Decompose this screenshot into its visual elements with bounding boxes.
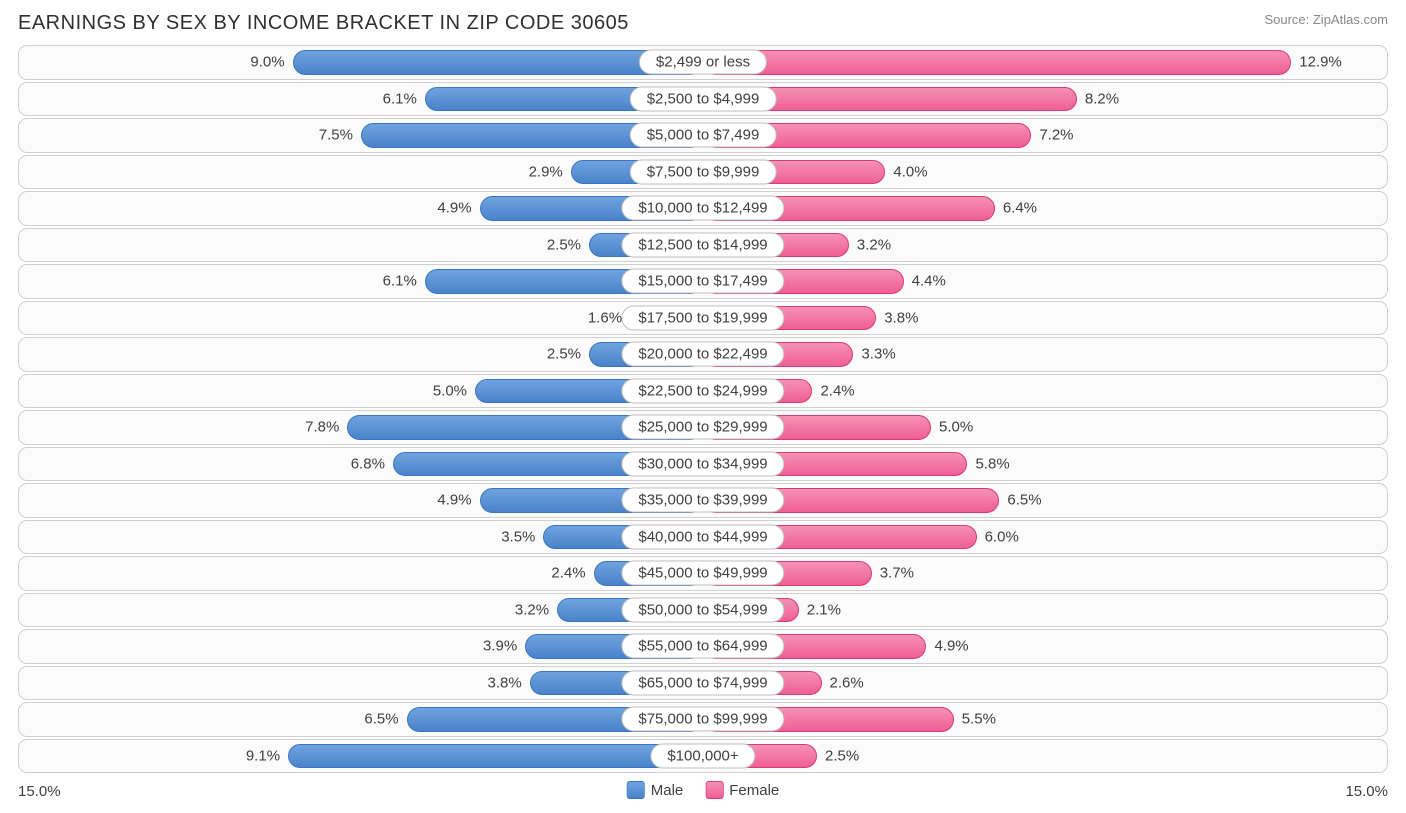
chart-source: Source: ZipAtlas.com [1264,12,1388,27]
female-value: 3.7% [880,565,914,582]
female-value: 4.9% [934,638,968,655]
category-label: $2,500 to $4,999 [630,86,777,111]
female-value: 6.0% [985,528,1019,545]
legend-item-female: Female [705,781,779,799]
female-value: 2.5% [825,747,859,764]
category-label: $2,499 or less [639,50,767,75]
legend-label-female: Female [729,782,779,799]
female-value: 2.1% [807,601,841,618]
category-label: $50,000 to $54,999 [621,597,784,622]
female-value: 3.2% [857,236,891,253]
male-value: 3.2% [515,601,549,618]
category-label: $55,000 to $64,999 [621,634,784,659]
male-value: 3.5% [501,528,535,545]
chart-row: 5.0% 2.4% $22,500 to $24,999 [18,374,1388,409]
chart-row: 6.1% 4.4% $15,000 to $17,499 [18,264,1388,299]
legend: Male Female [627,781,780,799]
male-value: 2.5% [547,236,581,253]
chart-row: 3.8% 2.6% $65,000 to $74,999 [18,666,1388,701]
chart-row: 1.6% 3.8% $17,500 to $19,999 [18,301,1388,336]
chart-row: 2.9% 4.0% $7,500 to $9,999 [18,155,1388,190]
category-label: $35,000 to $39,999 [621,488,784,513]
male-value: 9.1% [246,747,280,764]
chart-row: 4.9% 6.4% $10,000 to $12,499 [18,191,1388,226]
chart-row: 9.1% 2.5% $100,000+ [18,739,1388,774]
female-value: 12.9% [1299,54,1342,71]
chart-row: 9.0% 12.9% $2,499 or less [18,45,1388,80]
chart-title: EARNINGS BY SEX BY INCOME BRACKET IN ZIP… [18,12,629,35]
axis-label-left: 15.0% [18,783,61,800]
female-value: 7.2% [1039,127,1073,144]
male-value: 6.5% [364,711,398,728]
chart-header: EARNINGS BY SEX BY INCOME BRACKET IN ZIP… [18,12,1388,35]
female-value: 6.4% [1003,200,1037,217]
chart-row: 2.4% 3.7% $45,000 to $49,999 [18,556,1388,591]
female-value: 5.0% [939,419,973,436]
male-value: 7.8% [305,419,339,436]
category-label: $45,000 to $49,999 [621,561,784,586]
male-value: 6.1% [383,90,417,107]
legend-item-male: Male [627,781,684,799]
female-value: 3.3% [861,346,895,363]
male-bar [288,744,703,769]
female-value: 5.5% [962,711,996,728]
category-label: $75,000 to $99,999 [621,707,784,732]
male-value: 4.9% [437,200,471,217]
female-value: 5.8% [975,455,1009,472]
female-value: 8.2% [1085,90,1119,107]
category-label: $17,500 to $19,999 [621,305,784,330]
chart-footer: 15.0% Male Female 15.0% [18,777,1388,811]
female-value: 2.4% [820,382,854,399]
male-value: 6.1% [383,273,417,290]
chart-row: 6.5% 5.5% $75,000 to $99,999 [18,702,1388,737]
category-label: $5,000 to $7,499 [630,123,777,148]
legend-swatch-female [705,781,723,799]
female-bar [703,50,1291,75]
chart-row: 6.8% 5.8% $30,000 to $34,999 [18,447,1388,482]
female-value: 4.4% [912,273,946,290]
male-value: 7.5% [319,127,353,144]
female-value: 3.8% [884,309,918,326]
chart-row: 3.9% 4.9% $55,000 to $64,999 [18,629,1388,664]
category-label: $10,000 to $12,499 [621,196,784,221]
female-value: 4.0% [893,163,927,180]
category-label: $40,000 to $44,999 [621,524,784,549]
category-label: $15,000 to $17,499 [621,269,784,294]
chart-row: 2.5% 3.3% $20,000 to $22,499 [18,337,1388,372]
category-label: $65,000 to $74,999 [621,670,784,695]
category-label: $100,000+ [650,743,755,768]
category-label: $20,000 to $22,499 [621,342,784,367]
diverging-bar-chart: 9.0% 12.9% $2,499 or less 6.1% 8.2% $2,500 to… [18,45,1388,773]
category-label: $7,500 to $9,999 [630,159,777,184]
chart-row: 6.1% 8.2% $2,500 to $4,999 [18,82,1388,117]
category-label: $30,000 to $34,999 [621,451,784,476]
chart-row: 4.9% 6.5% $35,000 to $39,999 [18,483,1388,518]
chart-row: 7.8% 5.0% $25,000 to $29,999 [18,410,1388,445]
chart-row: 2.5% 3.2% $12,500 to $14,999 [18,228,1388,263]
chart-row: 3.5% 6.0% $40,000 to $44,999 [18,520,1388,555]
chart-row: 3.2% 2.1% $50,000 to $54,999 [18,593,1388,628]
female-value: 2.6% [830,674,864,691]
chart-row: 7.5% 7.2% $5,000 to $7,499 [18,118,1388,153]
male-value: 2.4% [551,565,585,582]
male-value: 9.0% [250,54,284,71]
male-value: 4.9% [437,492,471,509]
male-value: 3.9% [483,638,517,655]
male-value: 2.5% [547,346,581,363]
male-value: 5.0% [433,382,467,399]
male-value: 2.9% [529,163,563,180]
legend-label-male: Male [651,782,684,799]
category-label: $25,000 to $29,999 [621,415,784,440]
male-value: 1.6% [588,309,622,326]
female-value: 6.5% [1007,492,1041,509]
axis-label-right: 15.0% [1345,783,1388,800]
category-label: $22,500 to $24,999 [621,378,784,403]
legend-swatch-male [627,781,645,799]
male-value: 3.8% [488,674,522,691]
male-value: 6.8% [351,455,385,472]
category-label: $12,500 to $14,999 [621,232,784,257]
